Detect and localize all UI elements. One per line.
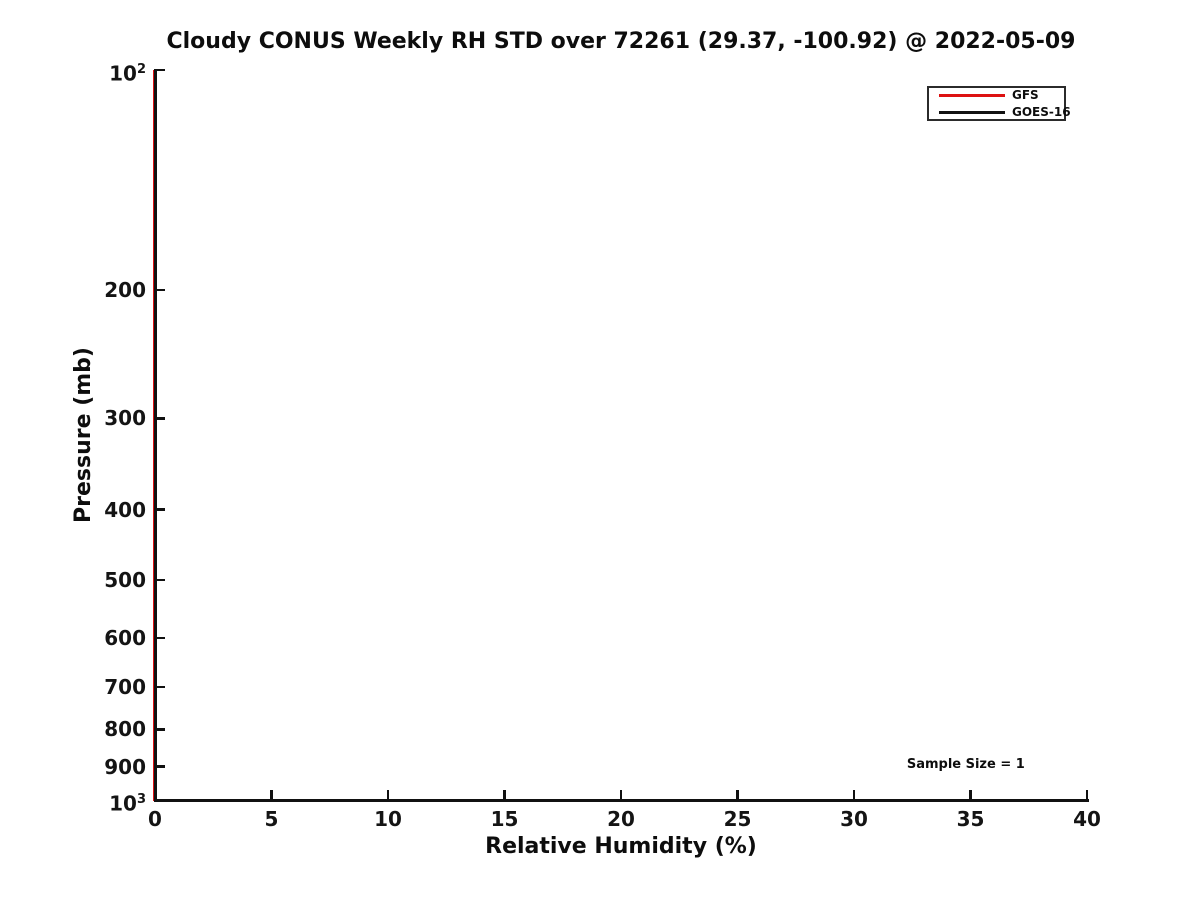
y-tick-label: 800	[104, 717, 146, 742]
y-tick	[157, 417, 165, 420]
x-tick	[852, 789, 856, 799]
x-tick-label: 10	[374, 807, 402, 831]
x-tick-label: 0	[148, 807, 162, 831]
y-tick-label: 700	[104, 674, 146, 699]
legend: GFS GOES-16	[927, 86, 1071, 121]
y-tick	[157, 685, 165, 689]
x-axis-label: Relative Humidity (%)	[485, 834, 757, 859]
y-tick-label: 200	[104, 277, 146, 302]
y-tick	[157, 798, 165, 802]
legend-line-gfs	[939, 93, 1005, 97]
x-tick	[969, 789, 972, 799]
x-tick	[619, 789, 623, 799]
x-tick-label: 35	[956, 807, 985, 831]
x-tick-label: 15	[490, 807, 519, 831]
y-tick-label: 500	[104, 568, 146, 593]
y-tick	[157, 508, 165, 511]
y-tick-label: 300	[104, 406, 146, 431]
legend-item-gfs: GFS	[939, 88, 1064, 102]
plot-title: Cloudy CONUS Weekly RH STD over 72261 (2…	[166, 29, 1076, 54]
y-tick	[157, 578, 165, 582]
x-axis-spine	[153, 798, 1089, 802]
x-tick-label: 40	[1073, 807, 1101, 831]
y-tick-label: 102	[109, 61, 146, 86]
x-tick	[386, 789, 390, 799]
x-tick	[270, 789, 273, 799]
sample-size-annotation: Sample Size = 1	[906, 756, 1025, 772]
y-tick-label: 900	[104, 754, 146, 779]
x-tick	[736, 789, 739, 799]
y-axis-label: Pressure (mb)	[71, 347, 96, 523]
x-tick	[1085, 789, 1089, 799]
y-tick	[157, 288, 165, 291]
legend-label: GOES-16	[1012, 105, 1071, 119]
legend-item-goes-16: GOES-16	[939, 105, 1071, 119]
x-tick-label: 25	[723, 807, 752, 831]
y-tick	[157, 68, 165, 72]
x-tick	[153, 789, 157, 799]
legend-label: GFS	[1012, 88, 1039, 102]
y-tick-label-exponent: 3	[136, 792, 146, 807]
y-tick-label: 103	[109, 791, 146, 816]
y-tick	[157, 728, 165, 731]
y-tick-label-exponent: 2	[136, 62, 146, 77]
x-tick-label: 30	[840, 807, 868, 831]
x-tick-label: 5	[264, 807, 279, 831]
y-tick-label: 400	[104, 497, 146, 522]
x-tick	[503, 789, 506, 799]
y-tick-label: 600	[104, 626, 146, 651]
y-tick	[157, 636, 165, 640]
y-axis-spine	[153, 69, 157, 801]
legend-line-goes-16	[939, 110, 1005, 114]
y-tick	[157, 765, 165, 768]
x-tick-label: 20	[607, 807, 635, 831]
